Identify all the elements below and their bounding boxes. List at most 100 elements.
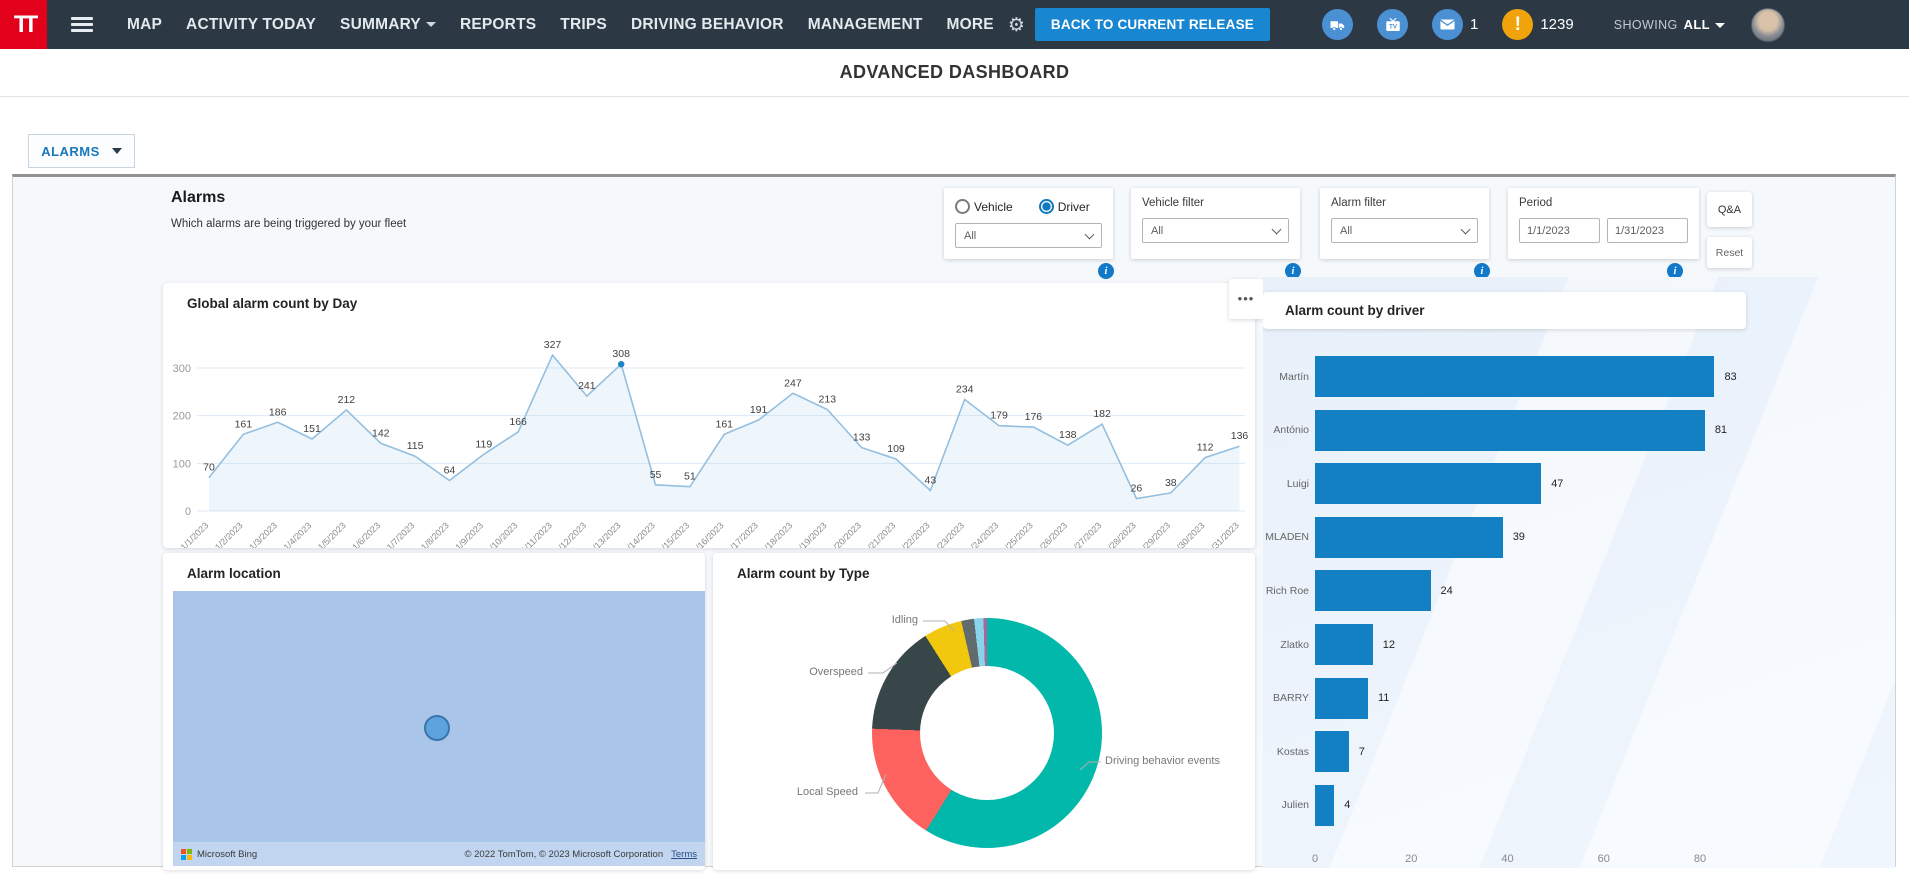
- svg-text:0: 0: [185, 506, 191, 518]
- nav-item-summary[interactable]: SUMMARY: [340, 16, 436, 34]
- svg-text:55: 55: [650, 469, 662, 481]
- svg-text:51: 51: [684, 471, 696, 483]
- radio-circle-icon: [1038, 199, 1054, 214]
- map-title: Alarm location: [187, 566, 281, 581]
- svg-text:1/29/2023: 1/29/2023: [1137, 520, 1172, 548]
- entity-select[interactable]: All: [955, 223, 1102, 248]
- nav-item-management[interactable]: MANAGEMENT: [807, 15, 923, 33]
- bar[interactable]: [1315, 731, 1349, 773]
- svg-text:179: 179: [990, 410, 1008, 422]
- radio-vehicle[interactable]: Vehicle: [955, 199, 1013, 214]
- svg-text:1/16/2023: 1/16/2023: [690, 520, 725, 548]
- svg-text:1/6/2023: 1/6/2023: [350, 520, 382, 548]
- vehicle-filter-select[interactable]: All: [1142, 218, 1289, 243]
- svg-text:327: 327: [544, 339, 562, 351]
- info-icon[interactable]: i: [1667, 263, 1683, 279]
- nav-item-reports[interactable]: REPORTS: [459, 15, 537, 33]
- bar-category-label: Rich Roe: [1265, 584, 1309, 597]
- period-from-input[interactable]: [1519, 218, 1600, 243]
- page-title-bar: ADVANCED DASHBOARD: [0, 49, 1909, 97]
- svg-text:300: 300: [173, 363, 191, 375]
- radio-driver[interactable]: Driver: [1038, 199, 1090, 214]
- map-provider-label: Microsoft Bing: [197, 848, 258, 860]
- settings-gear-icon[interactable]: ⚙: [1007, 13, 1025, 36]
- qa-button[interactable]: Q&A: [1707, 192, 1752, 227]
- nav-item-driving-behavior[interactable]: DRIVING BEHAVIOR: [630, 15, 784, 33]
- bar[interactable]: [1315, 516, 1503, 558]
- global-alarm-count-card: Global alarm count by Day 0 100 200 300 70 16…: [163, 283, 1255, 548]
- map-copyright: © 2022 TomTom, © 2023 Microsoft Corporat…: [464, 848, 664, 860]
- svg-text:1/31/2023: 1/31/2023: [1206, 520, 1241, 548]
- main-navigation: MAP ACTIVITY TODAY SUMMARY REPORTS TRIPS…: [115, 16, 1006, 34]
- x-axis-tick: 60: [1597, 853, 1610, 865]
- svg-text:1/5/2023: 1/5/2023: [316, 520, 348, 548]
- reset-button[interactable]: Reset: [1707, 237, 1752, 268]
- info-icon[interactable]: i: [1098, 263, 1114, 279]
- svg-text:161: 161: [235, 418, 253, 430]
- svg-text:26: 26: [1131, 483, 1143, 495]
- svg-text:142: 142: [372, 427, 390, 439]
- svg-text:119: 119: [475, 438, 492, 450]
- svg-text:247: 247: [784, 377, 802, 389]
- bar-category-label: António: [1273, 424, 1309, 437]
- svg-text:200: 200: [173, 411, 191, 423]
- bar[interactable]: [1315, 784, 1335, 826]
- back-to-current-release-button[interactable]: BACK TO CURRENT RELEASE: [1034, 8, 1270, 41]
- driver-bar-chart: Martín 83 António 81 Luigi 47 MLADEN 39 Rich Roe…: [1263, 277, 1895, 868]
- chevron-down-icon: [1714, 23, 1725, 29]
- messages-count: 1: [1470, 16, 1479, 33]
- more-options-button[interactable]: •••: [1229, 279, 1263, 319]
- donut-chart[interactable]: [872, 618, 1102, 848]
- info-icon[interactable]: i: [1474, 263, 1490, 279]
- report-subtitle: Which alarms are being triggered by your…: [171, 218, 407, 230]
- bar[interactable]: [1315, 356, 1715, 397]
- svg-text:138: 138: [1059, 429, 1077, 441]
- nav-item-more[interactable]: MORE: [946, 15, 994, 33]
- brand-logo[interactable]: TT: [0, 0, 47, 49]
- bar[interactable]: [1315, 570, 1431, 612]
- user-avatar[interactable]: [1750, 7, 1785, 42]
- messages-icon[interactable]: [1432, 9, 1463, 40]
- showing-filter-dropdown[interactable]: SHOWING ALL: [1614, 17, 1725, 32]
- alarm-filter-select[interactable]: All: [1331, 218, 1478, 243]
- alarm-filter-label: Alarm filter: [1331, 197, 1386, 209]
- info-icon[interactable]: i: [1285, 263, 1301, 279]
- driver-chart-title-card: Alarm count by driver: [1263, 292, 1746, 329]
- terms-link[interactable]: Terms: [671, 848, 697, 860]
- bing-map[interactable]: Microsoft Bing © 2022 TomTom, © 2023 Mic…: [173, 591, 705, 866]
- nav-item-trips[interactable]: TRIPS: [560, 15, 607, 33]
- chevron-down-icon: [1460, 224, 1471, 234]
- dashboard-selector-dropdown[interactable]: ALARMS: [28, 134, 135, 168]
- svg-text:1/1/2023: 1/1/2023: [179, 520, 211, 548]
- nav-item-activity-today[interactable]: ACTIVITY TODAY: [186, 15, 317, 33]
- bar-category-label: Luigi: [1286, 477, 1309, 490]
- page-title: ADVANCED DASHBOARD: [839, 62, 1070, 82]
- period-label: Period: [1519, 197, 1553, 209]
- svg-text:133: 133: [853, 432, 871, 444]
- bar[interactable]: [1315, 409, 1705, 451]
- alarm-count-by-driver-section: Alarm count by driver Martín 83 António 81 L…: [1263, 277, 1895, 868]
- bar[interactable]: [1315, 463, 1542, 505]
- x-axis-tick: 20: [1405, 853, 1418, 865]
- bar-value-label: 39: [1512, 531, 1525, 544]
- period-to-input[interactable]: [1607, 218, 1688, 243]
- nav-item-map[interactable]: MAP: [127, 15, 163, 33]
- svg-text:1/12/2023: 1/12/2023: [553, 520, 588, 548]
- bar[interactable]: [1315, 677, 1368, 719]
- bar[interactable]: [1315, 624, 1373, 665]
- svg-text:161: 161: [715, 418, 733, 430]
- svg-text:1/4/2023: 1/4/2023: [282, 520, 314, 548]
- svg-text:112: 112: [1197, 442, 1214, 454]
- media-tv-icon[interactable]: TV: [1377, 9, 1408, 40]
- entity-type-filter-card: Vehicle Driver All: [944, 188, 1113, 259]
- vehicle-tracking-icon[interactable]: [1322, 9, 1353, 40]
- report-title: Alarms: [171, 189, 226, 206]
- menu-hamburger-icon[interactable]: [71, 14, 93, 35]
- svg-text:1/9/2023: 1/9/2023: [453, 520, 485, 548]
- bar-category-label: Kostas: [1276, 745, 1309, 758]
- line-chart[interactable]: 0 100 200 300 70 161 186 151 212 142 115 64 119 166 32…: [163, 323, 1255, 548]
- alerts-icon[interactable]: !: [1502, 9, 1534, 40]
- alarm-cluster-marker[interactable]: [424, 715, 450, 741]
- chevron-down-icon: [1084, 229, 1095, 239]
- bar-value-label: 83: [1724, 370, 1737, 383]
